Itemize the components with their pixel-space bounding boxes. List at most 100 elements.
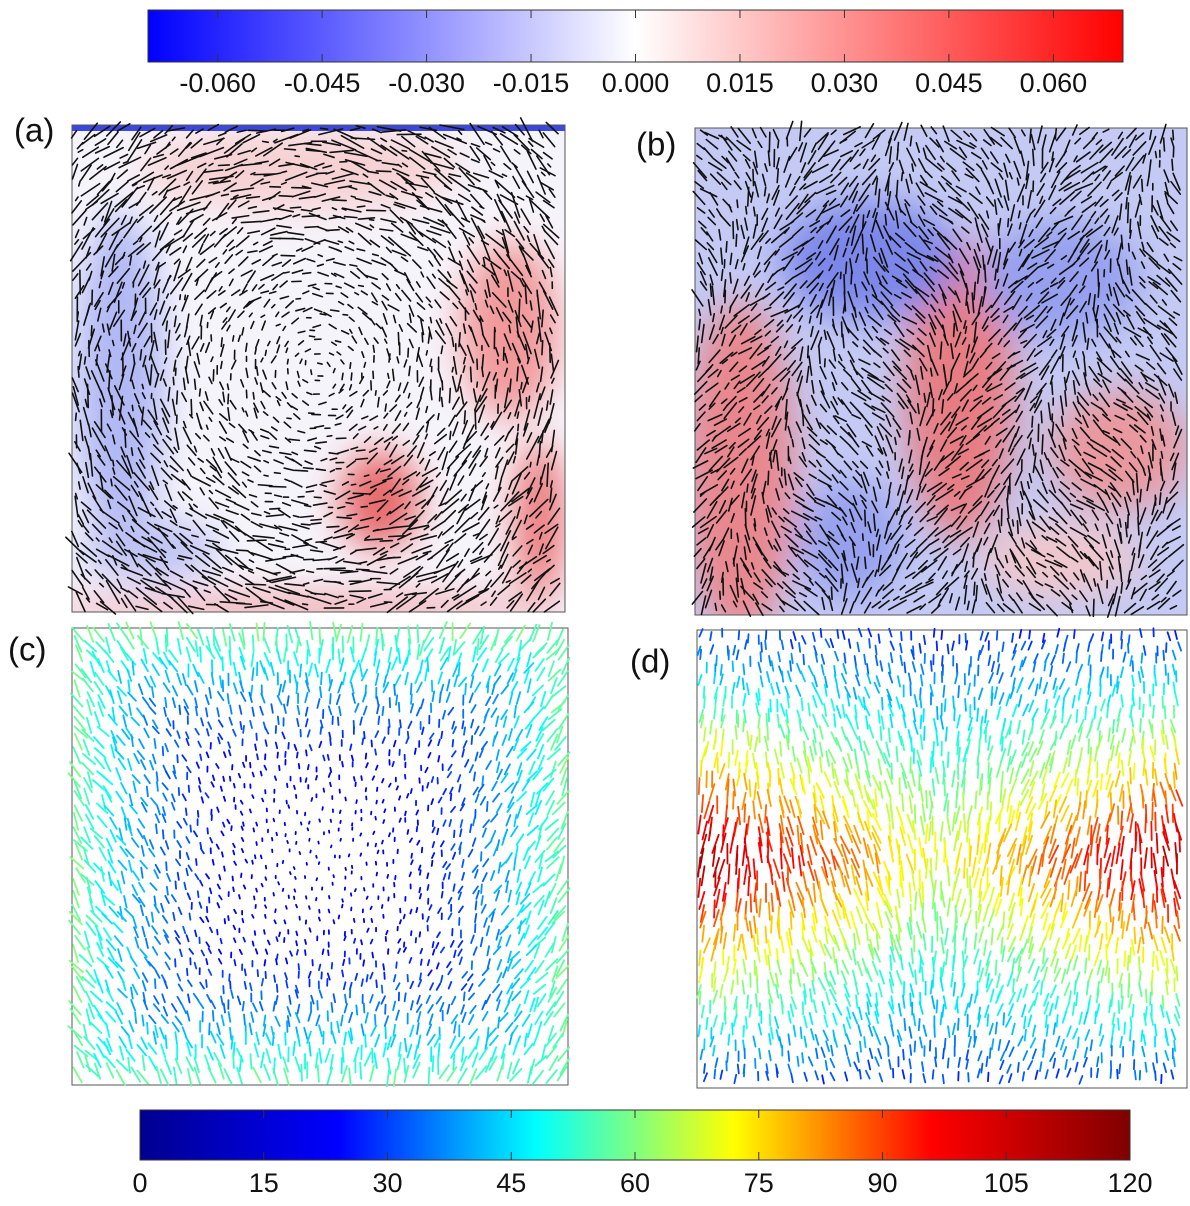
arrow — [361, 506, 367, 507]
arrow — [111, 479, 112, 486]
arrow — [223, 629, 226, 645]
arrow — [144, 716, 148, 725]
arrow — [389, 536, 404, 537]
arrow — [223, 823, 225, 827]
arrow — [356, 450, 365, 451]
arrow — [430, 318, 431, 323]
arrow — [240, 706, 242, 714]
arrow — [388, 374, 389, 379]
arrow — [166, 635, 167, 651]
arrow — [529, 872, 535, 884]
arrow — [493, 794, 499, 802]
arrow — [261, 771, 262, 775]
arrow — [385, 404, 386, 411]
arrow — [492, 782, 497, 791]
arrow — [427, 873, 428, 878]
arrow — [432, 827, 434, 832]
arrow — [317, 699, 319, 708]
arrow — [258, 485, 272, 486]
arrow — [213, 860, 214, 865]
arrow — [85, 357, 86, 364]
arrow — [310, 745, 312, 750]
arrow — [224, 797, 225, 801]
arrow — [165, 744, 168, 752]
arrow — [475, 727, 479, 734]
arrow — [380, 541, 392, 542]
arrow — [449, 898, 452, 904]
arrow — [973, 553, 974, 567]
arrow — [141, 868, 142, 878]
arrow — [132, 885, 137, 895]
arrow — [241, 801, 243, 804]
arrow — [224, 866, 225, 870]
arrow — [110, 830, 116, 842]
arrow — [451, 794, 452, 800]
arrow — [483, 828, 486, 836]
arrow — [326, 660, 330, 673]
arrow — [133, 871, 139, 880]
arrow — [265, 728, 268, 734]
arrow — [177, 822, 181, 828]
arrow — [528, 826, 538, 835]
arrow — [107, 839, 113, 851]
arrow — [91, 829, 102, 839]
arrow — [534, 707, 544, 718]
arrow — [278, 717, 279, 725]
arrow — [241, 692, 246, 701]
arrow — [378, 717, 379, 725]
arrow — [279, 685, 281, 695]
arrow — [217, 807, 219, 811]
arrow — [461, 820, 463, 827]
arrow — [376, 844, 377, 847]
arrow — [441, 732, 442, 738]
arrow — [176, 859, 180, 865]
arrow — [407, 794, 408, 798]
arrow — [194, 831, 197, 836]
arrow — [70, 762, 80, 776]
arrow — [276, 833, 277, 835]
arrow — [84, 789, 89, 804]
arrow — [95, 748, 106, 758]
arrow — [376, 801, 377, 804]
arrow — [309, 663, 312, 675]
arrow — [265, 740, 266, 746]
arrow — [483, 873, 487, 881]
arrow — [475, 753, 477, 761]
arrow — [300, 852, 301, 854]
arrow — [195, 681, 197, 692]
arrow — [515, 716, 519, 727]
arrow — [132, 718, 140, 726]
arrow — [453, 740, 454, 747]
arrow — [438, 756, 439, 762]
arrow — [195, 729, 199, 735]
arrow — [1155, 152, 1156, 158]
arrow — [308, 828, 309, 830]
arrow — [831, 587, 832, 599]
arrow — [517, 692, 520, 704]
arrow — [411, 789, 412, 793]
arrow — [218, 884, 220, 888]
arrow — [162, 783, 167, 789]
arrow — [199, 786, 200, 792]
arrow — [481, 852, 482, 861]
arrow — [840, 272, 841, 278]
arrow — [360, 624, 362, 641]
arrow — [187, 853, 189, 859]
arrow — [383, 820, 384, 823]
arrow — [274, 473, 280, 474]
arrow — [242, 838, 244, 841]
arrow — [109, 715, 117, 725]
arrow — [228, 742, 230, 747]
arrow — [83, 679, 93, 692]
arrow — [440, 638, 444, 653]
arrow — [252, 708, 254, 716]
arrow — [497, 804, 502, 813]
arrow — [231, 826, 232, 830]
arrow — [219, 896, 222, 900]
arrow — [149, 849, 154, 857]
arrow — [410, 872, 411, 876]
arrow — [382, 707, 383, 715]
arrow — [376, 674, 379, 685]
arrow — [138, 751, 144, 759]
arrow — [327, 436, 332, 437]
